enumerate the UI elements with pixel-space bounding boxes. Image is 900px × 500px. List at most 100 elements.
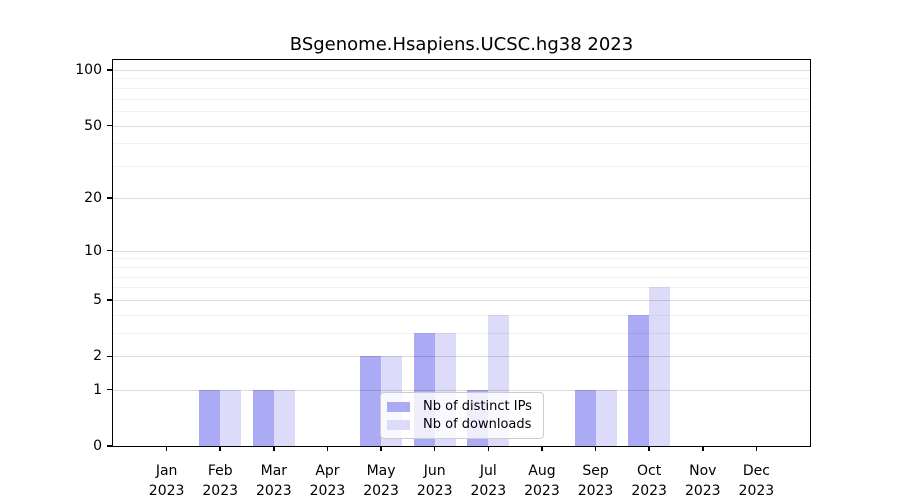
bar-sep-series0 [574, 389, 596, 446]
x-tick-mark [165, 446, 168, 451]
x-tick-month: Dec [742, 463, 770, 479]
legend-label-distinct-ips: Nb of distinct IPs [423, 399, 532, 414]
minor-gridline [113, 166, 810, 168]
legend-swatch-downloads [387, 419, 410, 430]
x-tick-month: Jul [479, 463, 497, 479]
y-tick-mark [106, 69, 113, 71]
major-gridline [113, 250, 810, 252]
x-tick-label: Aug 2023 [507, 461, 577, 500]
y-tick-mark [106, 299, 113, 301]
chart-title: BSgenome.Hsapiens.UCSC.hg38 2023 [289, 34, 634, 55]
bar-mar-series1 [273, 389, 295, 446]
minor-gridline [113, 276, 810, 278]
legend-label-downloads: Nb of downloads [423, 417, 532, 432]
x-tick-label: Apr 2023 [292, 461, 362, 500]
y-tick-label: 5 [93, 291, 102, 308]
minor-gridline [113, 78, 810, 80]
bar-feb-series1 [220, 389, 242, 446]
x-tick-label: Jul 2023 [453, 461, 523, 500]
x-tick-mark [701, 446, 704, 451]
y-tick-mark [106, 388, 113, 391]
x-tick-month: Nov [689, 463, 717, 479]
bar-sep-series1 [595, 389, 617, 446]
x-tick-month: Feb [207, 463, 233, 479]
y-tick-mark [106, 355, 113, 358]
x-tick-mark [326, 446, 329, 451]
minor-gridline [113, 87, 810, 89]
x-tick-year: 2023 [309, 483, 346, 499]
x-tick-label: Jun 2023 [400, 461, 470, 500]
x-tick-label: Oct 2023 [614, 461, 684, 500]
major-gridline [113, 389, 810, 391]
x-tick-label: Jan 2023 [132, 461, 202, 500]
x-tick-year: 2023 [577, 483, 614, 499]
x-tick-year: 2023 [738, 483, 775, 499]
x-tick-mark [487, 446, 490, 451]
x-tick-mark [219, 446, 222, 451]
x-tick-year: 2023 [524, 483, 560, 499]
major-gridline [113, 197, 810, 199]
x-tick-label: May 2023 [346, 461, 416, 500]
x-tick-mark [433, 446, 436, 451]
minor-gridline [113, 287, 810, 289]
minor-gridline [113, 266, 810, 268]
x-tick-label: Nov 2023 [668, 461, 738, 500]
minor-gridline [113, 333, 810, 335]
x-tick-year: 2023 [363, 483, 399, 499]
plot-area [112, 59, 811, 447]
minor-gridline [113, 110, 810, 112]
x-tick-year: 2023 [256, 483, 292, 499]
x-tick-mark [541, 446, 543, 451]
y-tick-label: 20 [84, 189, 102, 206]
x-tick-month: May [366, 463, 396, 479]
bar-oct-series1 [649, 287, 671, 446]
x-tick-label: Dec 2023 [721, 461, 791, 500]
bar-feb-series0 [199, 389, 221, 446]
x-tick-year: 2023 [631, 483, 667, 499]
x-tick-mark [380, 446, 382, 451]
y-tick-label: 1 [93, 381, 102, 398]
minor-gridline [113, 314, 810, 316]
x-tick-month: Oct [637, 463, 662, 479]
x-tick-label: Mar 2023 [239, 461, 309, 500]
bar-may-series0 [360, 356, 382, 446]
x-tick-year: 2023 [684, 483, 721, 499]
x-tick-year: 2023 [202, 483, 239, 499]
y-tick-mark [106, 124, 113, 127]
x-tick-month: Mar [260, 463, 288, 479]
x-tick-mark [273, 446, 275, 451]
x-tick-mark [648, 446, 650, 451]
bar-oct-series0 [628, 314, 650, 446]
x-tick-label: Sep 2023 [561, 461, 631, 500]
x-tick-month: Jan [155, 463, 178, 479]
minor-gridline [113, 98, 810, 100]
legend: Nb of distinct IPs Nb of downloads [380, 392, 544, 439]
major-gridline [113, 69, 810, 71]
x-tick-mark [594, 446, 597, 451]
x-tick-month: Aug [528, 463, 556, 479]
x-tick-year: 2023 [416, 483, 453, 499]
x-tick-year: 2023 [148, 483, 185, 499]
minor-gridline [113, 143, 810, 145]
major-gridline [113, 299, 810, 301]
minor-gridline [113, 258, 810, 260]
x-tick-year: 2023 [470, 483, 507, 499]
y-tick-label: 100 [75, 61, 102, 78]
major-gridline [113, 125, 810, 127]
y-tick-mark [106, 249, 113, 252]
y-tick-label: 50 [84, 117, 102, 134]
x-tick-month: Jun [423, 463, 446, 479]
x-tick-month: Apr [315, 463, 340, 479]
legend-item-downloads: Nb of downloads [387, 417, 535, 432]
x-tick-month: Sep [582, 463, 609, 479]
bar-mar-series0 [252, 389, 274, 446]
y-tick-label: 10 [84, 242, 102, 259]
y-tick-label: 0 [93, 438, 102, 454]
y-tick-mark [106, 197, 113, 199]
y-tick-mark [106, 445, 113, 447]
legend-item-distinct-ips: Nb of distinct IPs [387, 399, 535, 414]
major-gridline [113, 356, 810, 358]
legend-swatch-distinct-ips [387, 401, 410, 412]
x-tick-label: Feb 2023 [185, 461, 255, 500]
